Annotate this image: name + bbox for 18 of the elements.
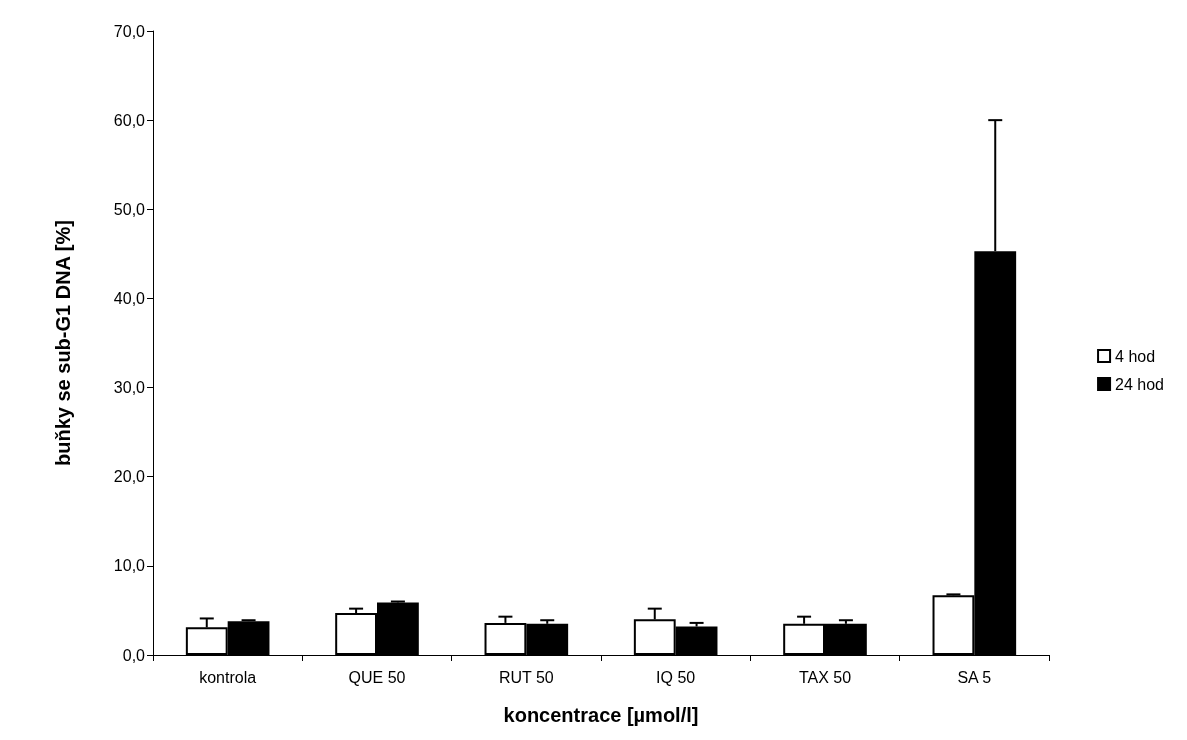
y-tick-label: 40,0 [113, 289, 146, 307]
y-tick-label: 30,0 [113, 379, 146, 397]
y-tick-label: 0,0 [122, 646, 146, 664]
x-tick-label: TAX 50 [798, 668, 852, 686]
y-tick-label: 50,0 [113, 200, 146, 218]
y-axis-title: buňky se sub-G1 DNA [%] [52, 220, 74, 466]
x-axis-title: koncentrace [µmol/l] [503, 704, 699, 726]
x-tick-label: SA 5 [957, 668, 992, 686]
x-tick-label: QUE 50 [348, 668, 406, 686]
x-tick-label: IQ 50 [656, 668, 696, 686]
legend-label: 24 hod [1115, 375, 1164, 393]
y-tick-label: 20,0 [113, 468, 146, 486]
y-tick-label: 70,0 [113, 22, 146, 40]
y-tick-label: 10,0 [113, 557, 146, 575]
x-tick-label: kontrola [199, 668, 257, 686]
legend-label: 4 hod [1115, 347, 1156, 365]
y-tick-label: 60,0 [113, 111, 146, 129]
x-tick-label: RUT 50 [498, 668, 554, 686]
